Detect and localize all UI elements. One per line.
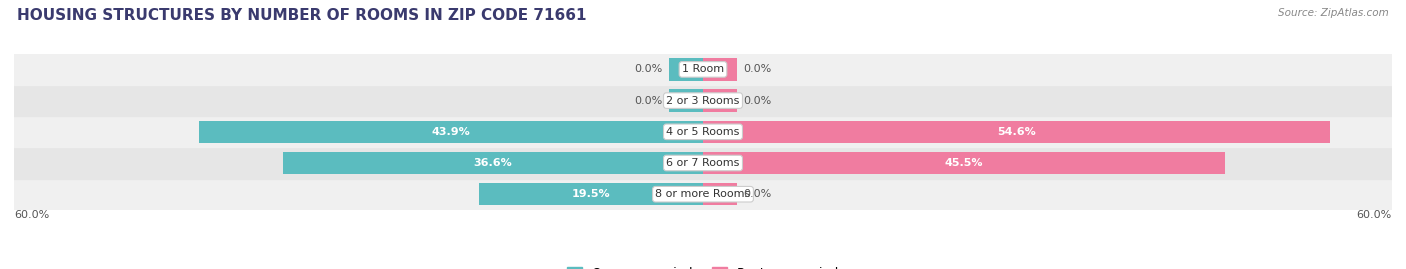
Text: 0.0%: 0.0% bbox=[634, 64, 662, 75]
Text: 8 or more Rooms: 8 or more Rooms bbox=[655, 189, 751, 199]
Text: 54.6%: 54.6% bbox=[997, 127, 1036, 137]
Bar bbox=[703, 58, 738, 81]
Text: 0.0%: 0.0% bbox=[744, 95, 772, 106]
Bar bbox=[479, 183, 703, 206]
Bar bbox=[669, 58, 703, 81]
Text: 0.0%: 0.0% bbox=[744, 189, 772, 199]
Bar bbox=[703, 183, 738, 206]
Text: 2 or 3 Rooms: 2 or 3 Rooms bbox=[666, 95, 740, 106]
Text: 45.5%: 45.5% bbox=[945, 158, 983, 168]
Text: 4 or 5 Rooms: 4 or 5 Rooms bbox=[666, 127, 740, 137]
Bar bbox=[198, 121, 703, 143]
Text: 43.9%: 43.9% bbox=[432, 127, 471, 137]
Bar bbox=[703, 152, 1226, 174]
Text: 0.0%: 0.0% bbox=[744, 64, 772, 75]
Bar bbox=[14, 179, 1392, 210]
Legend: Owner-occupied, Renter-occupied: Owner-occupied, Renter-occupied bbox=[562, 262, 844, 269]
Text: 60.0%: 60.0% bbox=[1357, 210, 1392, 220]
Bar bbox=[14, 147, 1392, 179]
Text: 6 or 7 Rooms: 6 or 7 Rooms bbox=[666, 158, 740, 168]
Text: 60.0%: 60.0% bbox=[14, 210, 49, 220]
Text: Source: ZipAtlas.com: Source: ZipAtlas.com bbox=[1278, 8, 1389, 18]
Text: 36.6%: 36.6% bbox=[474, 158, 512, 168]
Text: 19.5%: 19.5% bbox=[572, 189, 610, 199]
Bar bbox=[14, 116, 1392, 147]
Bar bbox=[14, 85, 1392, 116]
Bar bbox=[669, 89, 703, 112]
Text: HOUSING STRUCTURES BY NUMBER OF ROOMS IN ZIP CODE 71661: HOUSING STRUCTURES BY NUMBER OF ROOMS IN… bbox=[17, 8, 586, 23]
Bar bbox=[703, 89, 738, 112]
Bar bbox=[283, 152, 703, 174]
Bar bbox=[703, 121, 1330, 143]
Text: 0.0%: 0.0% bbox=[634, 95, 662, 106]
Text: 1 Room: 1 Room bbox=[682, 64, 724, 75]
Bar bbox=[14, 54, 1392, 85]
